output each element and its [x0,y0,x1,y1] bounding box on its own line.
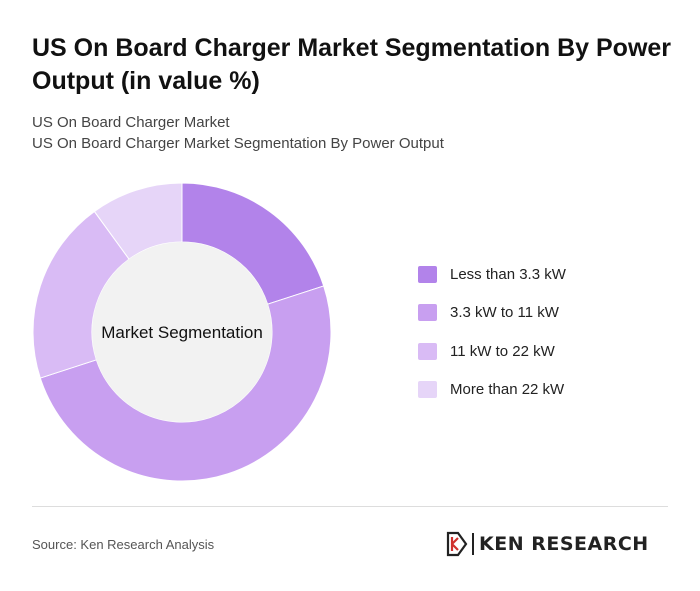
legend-item: More than 22 kW [418,380,566,400]
donut-chart-svg: Market Segmentation [32,182,332,482]
chart-subtitle-market: US On Board Charger Market [32,114,230,131]
ken-research-logo: KEN RESEARCH [446,530,649,558]
chart-subtitle-segmentation: US On Board Charger Market Segmentation … [32,135,444,152]
footer-divider [32,506,668,507]
logo-separator [472,533,474,555]
donut-chart: Market Segmentation [30,180,334,484]
legend-label: More than 22 kW [450,381,565,398]
chart-title: US On Board Charger Market Segmentation … [32,34,672,95]
ken-research-logo-icon [446,531,468,557]
legend-swatch [418,381,437,398]
legend-label: 11 kW to 22 kW [450,342,555,360]
legend-item: 3.3 kW to 11 kW [418,303,566,323]
logo-wordmark: KEN RESEARCH [479,533,649,555]
legend-item: 11 kW to 22 kW [418,341,566,361]
legend-swatch [418,265,437,283]
legend-swatch [418,304,437,321]
donut-center [92,242,272,422]
legend-swatch [418,342,437,360]
legend-label: Less than 3.3 kW [450,265,566,283]
legend-label: 3.3 kW to 11 kW [450,304,559,321]
donut-center-label: Market Segmentation [101,323,263,342]
source-note: Source: Ken Research Analysis [32,537,215,552]
chart-legend: Less than 3.3 kW 3.3 kW to 11 kW 11 kW to … [418,264,566,418]
legend-item: Less than 3.3 kW [418,264,566,284]
